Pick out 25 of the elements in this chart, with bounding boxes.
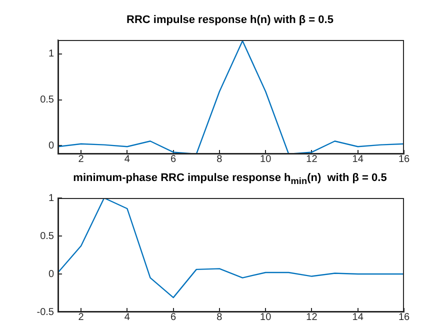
x-tick-label: 8 (216, 312, 223, 323)
x-tick-label: 6 (170, 312, 177, 323)
x-tick-label: 2 (78, 312, 84, 323)
x-tick-label: 10 (260, 154, 272, 165)
x-tick-label: 8 (216, 154, 223, 165)
x-tick-label: 16 (398, 312, 410, 323)
x-tick-label: 4 (124, 312, 130, 323)
y-tick-label: 0 (48, 140, 54, 152)
y-tick-label: -0.5 (36, 306, 54, 318)
y-tick-label: 0.5 (40, 230, 54, 242)
x-tick-label: 2 (78, 154, 84, 165)
x-tick-label: 12 (306, 154, 318, 165)
chart-title: minimum-phase RRC impulse response h$_{min}$(n) with β = 0.5 (72, 172, 388, 186)
x-tick-label: 14 (352, 312, 364, 323)
x-tick-label: 6 (170, 154, 177, 165)
y-tick-label: 0 (48, 268, 54, 280)
x-tick-label: 16 (398, 154, 410, 165)
x-tick-label: 10 (260, 312, 272, 323)
y-tick-label: 1 (48, 48, 54, 60)
x-tick-label: 12 (306, 312, 318, 323)
y-tick-label: 1 (48, 192, 54, 204)
x-tick-label: 14 (352, 154, 364, 165)
x-tick-label: 4 (124, 154, 130, 165)
y-tick-label: 0.5 (40, 94, 54, 106)
chart-title: RRC impulse response h(n) with β = 0.5 (126, 14, 334, 26)
